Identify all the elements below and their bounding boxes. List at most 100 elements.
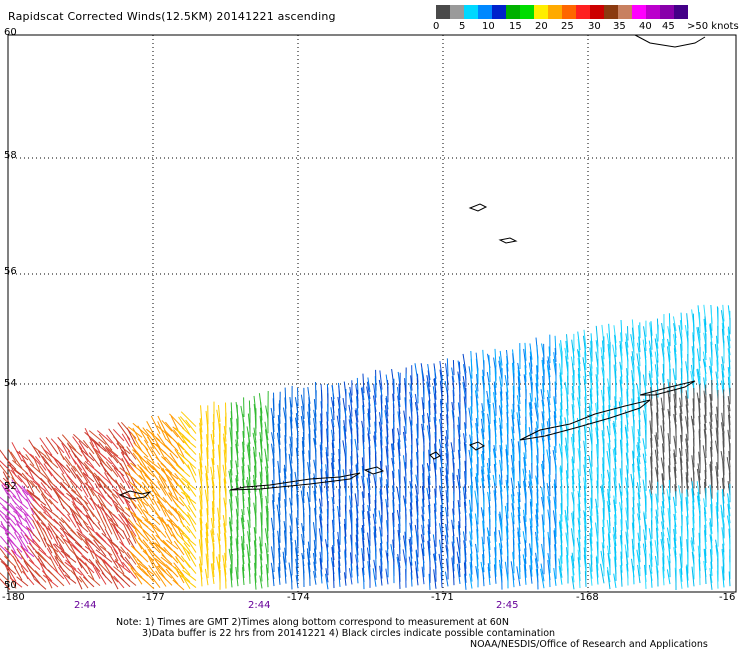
wind-barb — [727, 396, 731, 412]
legend-label: 45 — [662, 21, 675, 32]
wind-barb — [542, 375, 545, 393]
wind-barb — [494, 348, 497, 367]
wind-barb — [282, 551, 287, 570]
wind-barb — [607, 533, 611, 555]
wind-barb — [10, 469, 23, 483]
wind-barb — [378, 412, 383, 432]
wind-barb — [247, 431, 251, 451]
wind-barb — [356, 565, 359, 584]
wind-barb — [331, 452, 335, 470]
wind-barb — [361, 386, 365, 401]
wind-barb — [58, 565, 71, 578]
wind-barb — [44, 523, 53, 540]
wind-barb — [470, 457, 473, 477]
wind-barb — [698, 476, 701, 495]
wind-barb — [27, 545, 41, 563]
wind-barb — [685, 448, 689, 469]
wind-barb — [656, 343, 659, 363]
wind-barb — [82, 472, 95, 490]
wind-barb — [560, 402, 563, 417]
wind-barb — [284, 475, 287, 493]
wind-barb — [242, 493, 245, 516]
wind-barb — [446, 410, 449, 426]
wind-barb — [122, 561, 137, 579]
wind-barb — [302, 436, 305, 455]
wind-barb — [698, 359, 701, 376]
wind-barb — [120, 546, 131, 560]
wind-barb — [138, 454, 155, 471]
wind-barb — [95, 549, 113, 563]
wind-barb — [266, 567, 269, 588]
wind-barb — [178, 573, 197, 588]
wind-barb — [512, 507, 515, 525]
wind-barb — [589, 388, 593, 404]
wind-barb — [62, 481, 77, 493]
wind-barb — [146, 460, 161, 477]
wind-barb — [76, 497, 89, 512]
wind-barb — [40, 444, 53, 463]
wind-barb — [28, 569, 41, 584]
wind-barb — [482, 550, 485, 566]
wind-barb — [228, 548, 233, 567]
legend-label: 30 — [588, 21, 601, 32]
wind-barb — [517, 527, 521, 545]
wind-barb — [691, 566, 695, 587]
wind-barb — [547, 356, 551, 371]
wind-barb — [565, 470, 569, 486]
wind-barb — [512, 551, 515, 574]
wind-barb — [338, 499, 341, 517]
wind-barb — [338, 560, 341, 580]
wind-barb — [499, 391, 503, 408]
wind-barb — [121, 449, 137, 467]
wind-barb — [644, 499, 647, 519]
wind-barb — [505, 349, 509, 365]
wind-barb — [150, 415, 161, 434]
time-label: 2:44 — [74, 600, 97, 611]
wind-barb — [613, 573, 617, 588]
wind-barb — [124, 518, 137, 537]
wind-barb — [94, 468, 107, 480]
wind-barb — [433, 569, 437, 589]
wind-barb — [199, 461, 203, 482]
wind-barb — [64, 456, 77, 472]
wind-barb — [113, 575, 125, 589]
wind-barb — [170, 485, 185, 500]
wind-barb — [570, 555, 575, 576]
wind-barb — [553, 446, 557, 460]
coastline — [519, 399, 651, 441]
wind-barb — [373, 526, 377, 545]
wind-barb — [632, 389, 635, 410]
wind-barb — [76, 528, 89, 540]
wind-barb — [295, 575, 299, 589]
wind-barb — [446, 496, 449, 517]
wind-barb — [224, 457, 227, 477]
wind-barb — [721, 371, 725, 392]
wind-barb — [686, 492, 689, 511]
wind-barb — [572, 375, 575, 394]
legend-label: 25 — [561, 21, 574, 32]
wind-barb — [409, 491, 413, 510]
wind-barb — [200, 526, 203, 545]
wind-barb — [120, 555, 131, 567]
wind-barb — [602, 507, 605, 528]
wind-barb — [248, 506, 251, 528]
wind-barb — [655, 432, 659, 447]
wind-barb — [344, 543, 347, 558]
wind-barb — [72, 570, 83, 590]
wind-barb — [165, 568, 179, 585]
wind-barb — [644, 446, 647, 463]
wind-barb — [498, 360, 503, 380]
wind-barb — [553, 530, 557, 551]
wind-barb — [146, 570, 161, 589]
wind-barb — [434, 393, 437, 414]
wind-barb — [25, 453, 35, 467]
wind-barb — [277, 423, 281, 445]
wind-barb — [522, 468, 527, 487]
wind-barb — [601, 355, 605, 374]
wind-barb — [548, 377, 551, 399]
wind-barb — [728, 355, 731, 377]
wind-barb — [337, 567, 341, 587]
legend-swatch — [492, 5, 506, 19]
wind-barb — [235, 431, 239, 447]
wind-barb — [559, 555, 563, 571]
